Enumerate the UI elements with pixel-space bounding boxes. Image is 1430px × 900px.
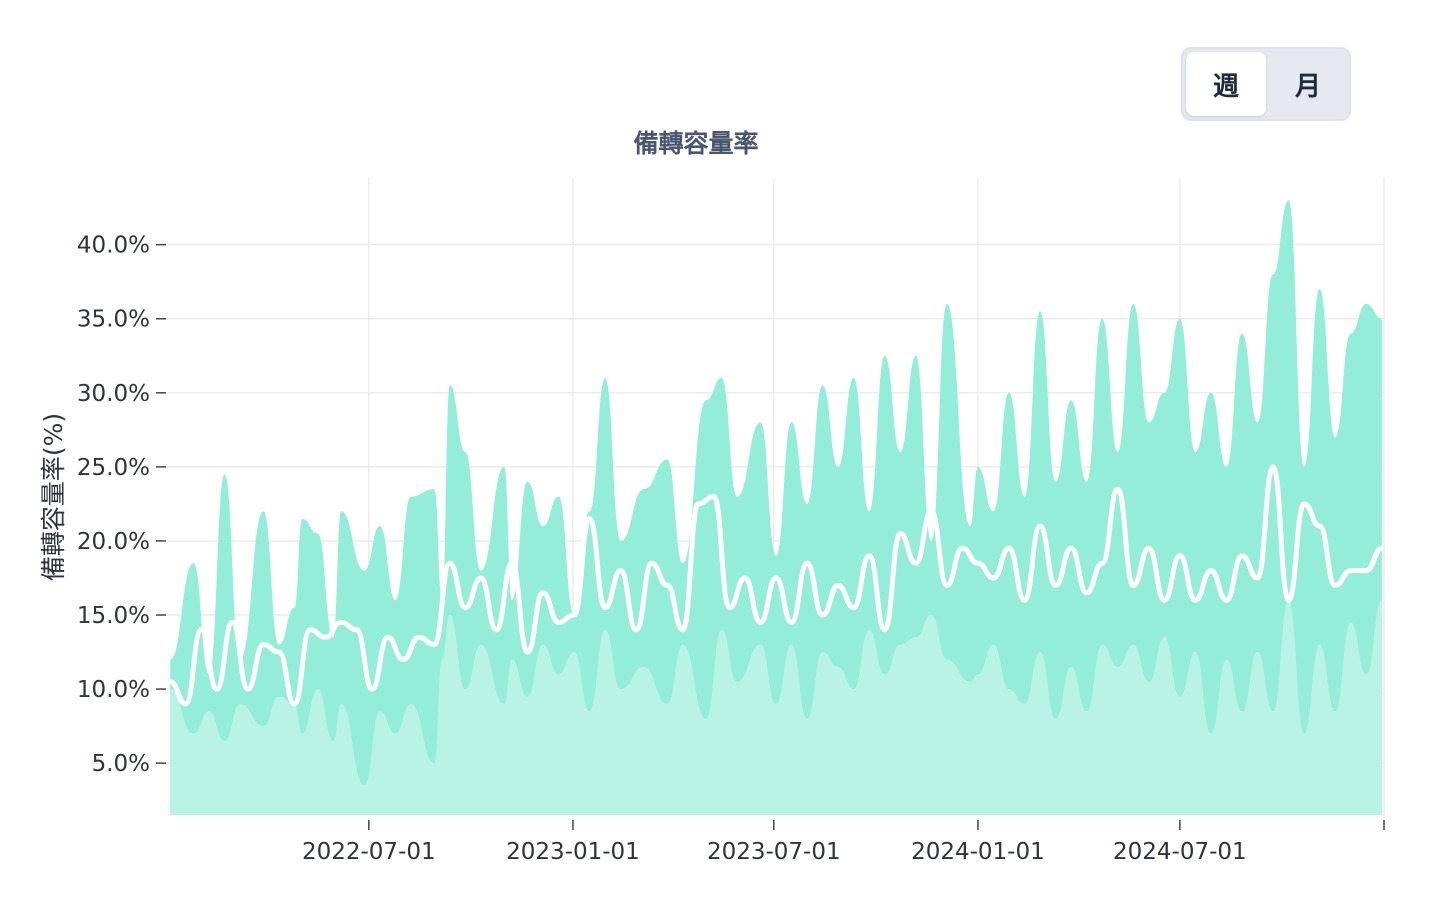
min-area xyxy=(170,600,1382,815)
x-axis: 2022-07-01 2023-01-01 2023-07-01 2024-01-01… xyxy=(302,820,1385,865)
x-tick-label: 2022-07-01 xyxy=(302,839,436,865)
y-tick-label: 15.0% xyxy=(77,603,150,629)
chart-title: 備轉容量率 xyxy=(633,129,758,158)
y-tick-label: 20.0% xyxy=(77,529,150,555)
x-tick-label: 2023-01-01 xyxy=(506,839,640,865)
max-area xyxy=(170,200,1382,815)
avg-line xyxy=(169,464,1383,707)
y-axis: 5.0% 10.0% 15.0% 20.0% 25.0% 30.0% 35.0% 40.0% xyxy=(77,233,166,777)
y-tick-label: 5.0% xyxy=(92,751,150,777)
series-areas xyxy=(170,200,1382,815)
x-tick-label: 2023-07-01 xyxy=(707,839,841,865)
y-tick-label: 40.0% xyxy=(77,233,150,259)
y-tick-label: 35.0% xyxy=(77,307,150,333)
weekly-toggle-button[interactable]: 週 xyxy=(1186,52,1266,116)
period-toggle[interactable]: 週 月 xyxy=(1181,47,1351,121)
y-axis-label: 備轉容量率(%) xyxy=(39,413,68,581)
y-tick-label: 10.0% xyxy=(77,677,150,703)
x-tick-label: 2024-07-01 xyxy=(1113,839,1247,865)
monthly-toggle-button[interactable]: 月 xyxy=(1294,71,1321,102)
y-tick-label: 25.0% xyxy=(77,455,150,481)
series-lines xyxy=(169,464,1383,707)
y-tick-label: 30.0% xyxy=(77,381,150,407)
x-tick-label: 2024-01-01 xyxy=(911,839,1045,865)
